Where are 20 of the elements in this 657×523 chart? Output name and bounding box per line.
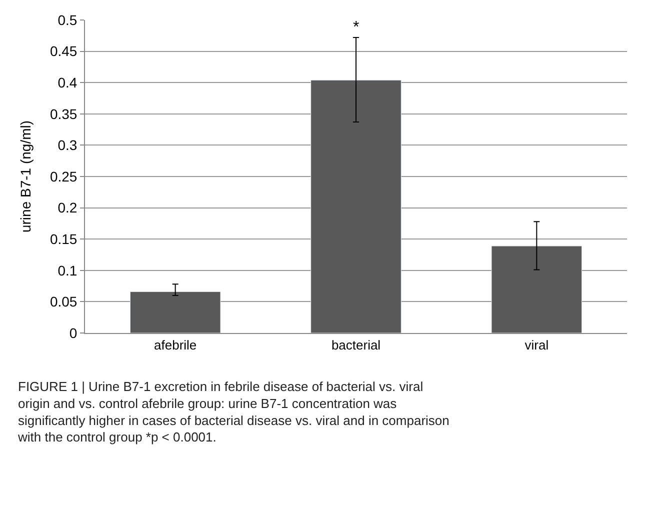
y-tick-label: 0.15: [50, 231, 78, 247]
y-tick-label: 0.35: [50, 106, 78, 122]
bar: [130, 291, 221, 333]
caption: FIGURE 1 | Urine B7-1 excretion in febrile disease of bacterial vs. viral origin and vs. control afebrile group: urine B7-1 concentration was significantly higher in cases of bacterial disease vs. viral and in comparison with the control group *p < 0.0001.: [17, 379, 450, 445]
y-tick-label: 0.3: [58, 137, 78, 154]
y-tick-label: 0.2: [58, 200, 78, 216]
bar: [491, 246, 582, 333]
y-tick-label: 0: [69, 324, 78, 341]
x-tick-label: viral: [524, 338, 549, 353]
y-tick-label: 0.45: [50, 43, 78, 60]
annotation: *: [353, 19, 360, 36]
y-axis-title: urine B7-1 (ng/ml): [18, 120, 34, 233]
y-tick-label: 0.1: [58, 262, 78, 278]
x-tick-label: bacterial: [331, 338, 381, 353]
bar: [310, 80, 402, 333]
y-tick-label: 0.25: [50, 168, 78, 184]
y-tick-label: 0.5: [58, 12, 78, 28]
x-tick-label: afebrile: [154, 338, 197, 353]
y-tick-label: 0.4: [58, 74, 78, 90]
y-tick-label: 0.05: [50, 294, 78, 310]
